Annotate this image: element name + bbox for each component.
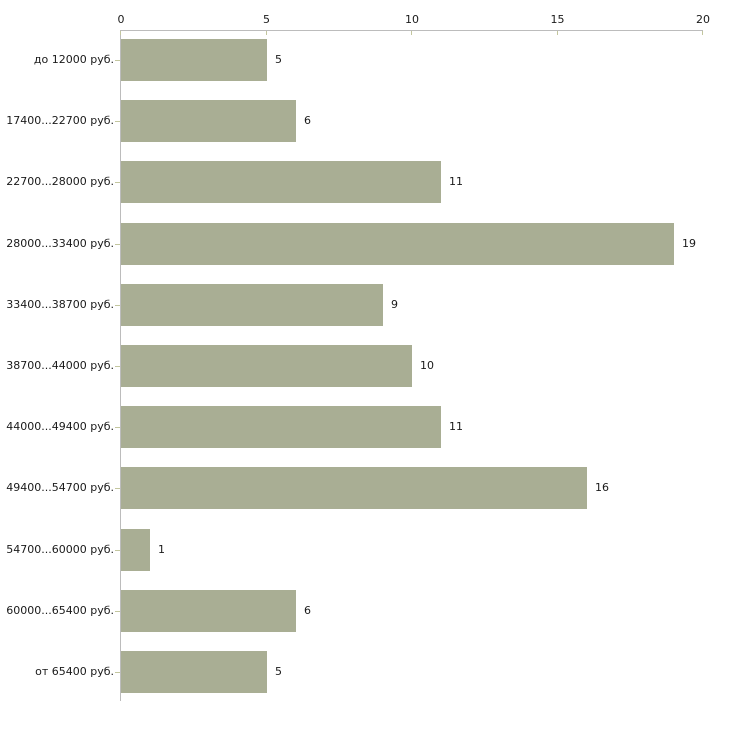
bar-value-label: 11 [449, 420, 463, 434]
bar-value-label: 16 [595, 481, 609, 495]
bar [121, 406, 441, 449]
category-tick-mark [115, 488, 120, 489]
category-tick-mark [115, 427, 120, 428]
x-axis-tick-mark [702, 31, 703, 35]
category-tick-mark [115, 121, 120, 122]
category-label: 22700...28000 руб. [6, 175, 114, 189]
bar-value-label: 5 [275, 53, 282, 66]
x-axis-tick-mark [411, 31, 412, 35]
category-tick-mark [115, 305, 120, 306]
x-axis-tick-label: 10 [405, 13, 419, 26]
x-axis-tick-label: 0 [117, 13, 125, 26]
x-axis-tick-label: 15 [550, 13, 565, 26]
bar-value-label: 6 [304, 114, 311, 128]
category-label: 60000...65400 руб. [6, 603, 114, 617]
x-axis-tick-label: 5 [263, 13, 270, 26]
bar [121, 589, 296, 632]
category-tick-mark [115, 611, 120, 612]
category-label: 49400...54700 руб. [6, 481, 114, 495]
bar-value-label: 5 [275, 665, 282, 678]
bar [121, 467, 587, 510]
category-label: от 65400 руб. [35, 665, 114, 678]
category-tick-mark [115, 672, 120, 673]
category-label: 44000...49400 руб. [6, 420, 114, 434]
category-tick-mark [115, 366, 120, 367]
category-tick-mark [115, 244, 120, 245]
bar [121, 528, 150, 571]
bar [121, 345, 412, 387]
category-tick-mark [115, 550, 120, 551]
x-axis-tick-label: 20 [696, 13, 710, 26]
bar [121, 651, 267, 693]
bar-value-label: 6 [304, 603, 311, 617]
bar-value-label: 9 [391, 297, 398, 311]
category-tick-mark [115, 60, 120, 61]
bar-value-label: 10 [420, 359, 434, 372]
bar [121, 283, 383, 326]
bar-value-label: 19 [682, 236, 696, 250]
bar [121, 100, 296, 143]
x-axis-line [120, 30, 703, 31]
bar [121, 161, 441, 204]
bar-value-label: 11 [449, 175, 463, 189]
category-label: 33400...38700 руб. [6, 297, 114, 311]
bar [121, 222, 674, 265]
y-axis-line [120, 30, 121, 701]
category-label: 28000...33400 руб. [6, 236, 114, 250]
category-label: до 12000 руб. [33, 53, 114, 66]
category-tick-mark [115, 182, 120, 183]
category-label: 17400...22700 руб. [6, 114, 114, 128]
category-label: 38700...44000 руб. [6, 359, 114, 372]
x-axis-tick-mark [265, 31, 267, 35]
bar [121, 39, 267, 81]
x-axis-tick-mark [120, 31, 121, 35]
x-axis-tick-mark [556, 31, 558, 35]
category-label: 54700...60000 руб. [6, 542, 114, 556]
bar-value-label: 1 [158, 542, 165, 556]
